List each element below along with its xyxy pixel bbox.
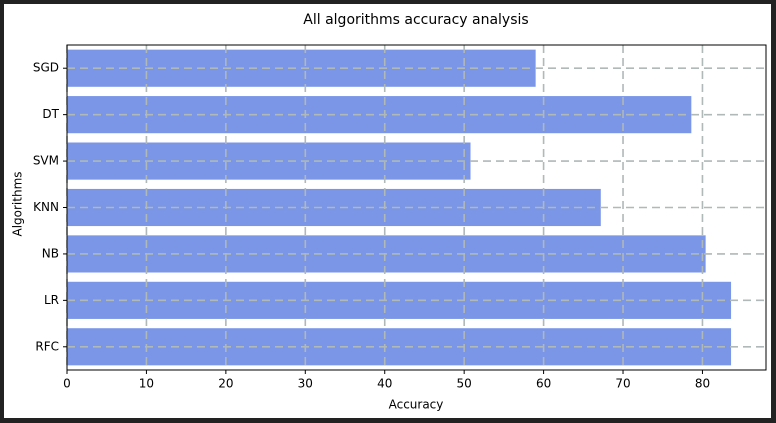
y-tick-label: RFC (35, 339, 59, 353)
chart-title: All algorithms accuracy analysis (303, 12, 528, 28)
x-tick-label: 20 (218, 377, 233, 391)
x-tick-label: 60 (536, 377, 551, 391)
y-tick-label: LR (44, 293, 59, 307)
y-tick-label: DT (42, 107, 59, 121)
x-axis-label: Accuracy (389, 398, 444, 412)
x-tick-label: 10 (139, 377, 154, 391)
x-tick-label: 70 (615, 377, 630, 391)
y-tick-label: NB (42, 246, 59, 260)
x-tick-label: 50 (457, 377, 472, 391)
x-tick-label: 80 (695, 377, 710, 391)
x-tick-label: 30 (298, 377, 313, 391)
x-tick-label: 0 (63, 377, 71, 391)
y-tick-label: SVM (33, 154, 59, 168)
y-axis-label: Algorithms (11, 171, 25, 236)
y-tick-label: KNN (33, 200, 59, 214)
x-tick-label: 40 (377, 377, 392, 391)
y-tick-label: SGD (33, 61, 59, 75)
